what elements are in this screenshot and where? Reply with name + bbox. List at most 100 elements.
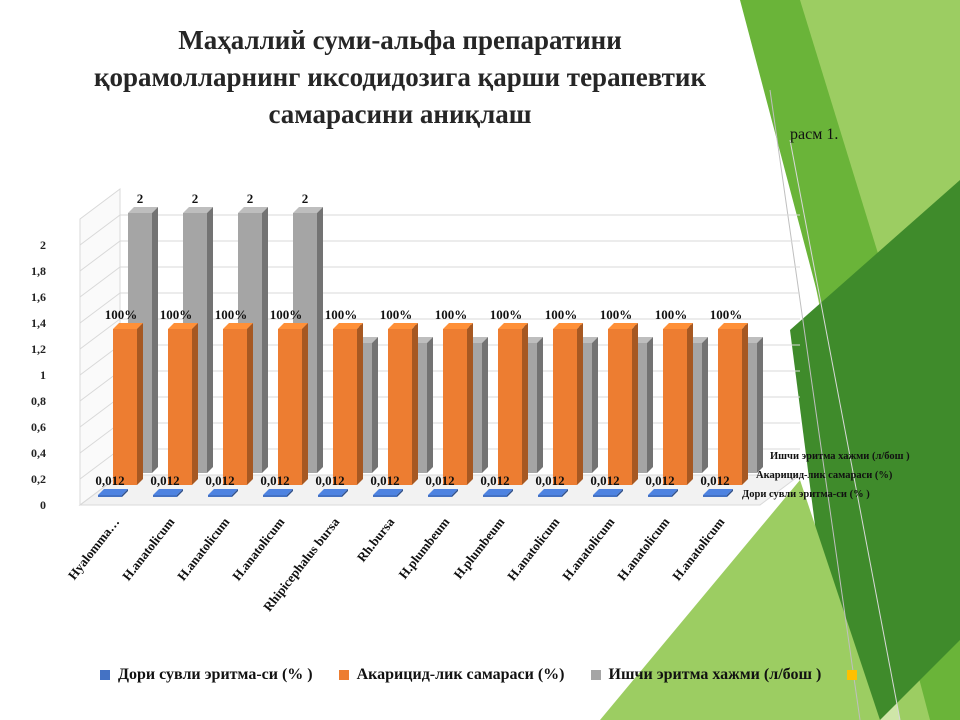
bar-side bbox=[372, 337, 378, 473]
data-label: 0,012 bbox=[645, 473, 674, 488]
gridline bbox=[79, 214, 800, 246]
data-label: 0,012 bbox=[590, 473, 619, 488]
data-label: 100% bbox=[435, 307, 468, 322]
x-category-label: H.anatolicum bbox=[559, 514, 617, 583]
bar bbox=[498, 329, 522, 485]
bar-side bbox=[262, 207, 268, 473]
y-tick-label: 1,8 bbox=[31, 264, 46, 278]
y-tick-label: 1,6 bbox=[31, 290, 46, 304]
x-category-label: H.anatolicum bbox=[614, 514, 672, 583]
bar-top bbox=[183, 207, 213, 213]
gridline bbox=[79, 266, 800, 298]
y-tick-label: 1,2 bbox=[31, 342, 46, 356]
bar-top bbox=[373, 489, 403, 495]
bar-top bbox=[718, 323, 748, 329]
bar-top bbox=[168, 323, 198, 329]
bar-side bbox=[137, 323, 143, 485]
y-tick-label: 0 bbox=[40, 498, 46, 512]
bar-top bbox=[553, 323, 583, 329]
bar-side bbox=[647, 337, 653, 473]
data-label: 100% bbox=[270, 307, 303, 322]
bar bbox=[483, 495, 507, 497]
bar bbox=[593, 495, 617, 497]
data-label: 100% bbox=[600, 307, 633, 322]
bar-side bbox=[247, 323, 253, 485]
bar bbox=[718, 329, 742, 485]
bar bbox=[373, 495, 397, 497]
legend-label-acaricidal-effect: Акарицид-лик самараси (%) bbox=[356, 666, 565, 683]
bar-top bbox=[238, 207, 268, 213]
x-category-label: H.plumbeum bbox=[395, 514, 452, 581]
y-tick-label: 0,8 bbox=[31, 394, 46, 408]
bar-side bbox=[207, 207, 213, 473]
bar-top bbox=[98, 489, 128, 495]
depth-axis-label: Акарицид-лик самараси (%) bbox=[756, 470, 893, 481]
bar-top bbox=[318, 489, 348, 495]
bar bbox=[168, 329, 192, 485]
bar bbox=[663, 329, 687, 485]
data-label: 100% bbox=[710, 307, 743, 322]
bar-side bbox=[467, 323, 473, 485]
bar-side bbox=[427, 337, 433, 473]
data-label: 0,012 bbox=[150, 473, 179, 488]
data-label: 0,012 bbox=[95, 473, 124, 488]
deco-line bbox=[769, 89, 861, 720]
data-label: 100% bbox=[105, 307, 138, 322]
bar-side bbox=[562, 489, 568, 497]
bar-top bbox=[278, 323, 308, 329]
y-tick-label: 2 bbox=[40, 238, 46, 252]
x-category-label: H.anatolicum bbox=[669, 514, 727, 583]
legend-swatch-working-volume bbox=[590, 670, 601, 680]
bar-side bbox=[727, 489, 733, 497]
bar bbox=[208, 495, 232, 497]
data-label: 100% bbox=[215, 307, 248, 322]
bar-top bbox=[223, 323, 253, 329]
bar-top bbox=[648, 489, 678, 495]
gridline bbox=[79, 240, 800, 272]
bar-side bbox=[507, 489, 513, 497]
bar-top bbox=[593, 489, 623, 495]
bar bbox=[703, 495, 727, 497]
bar-top bbox=[703, 489, 733, 495]
bar-top bbox=[483, 489, 513, 495]
bar-top bbox=[443, 323, 473, 329]
data-label: 0,012 bbox=[425, 473, 454, 488]
bar-side bbox=[537, 337, 543, 473]
data-label: 100% bbox=[490, 307, 523, 322]
title-line-2: қорамолларнинг иксодидозига қарши терапе… bbox=[93, 62, 707, 92]
y-tick-label: 0,6 bbox=[31, 420, 46, 434]
data-label: 2 bbox=[137, 191, 144, 206]
deco-line-2 bbox=[789, 139, 901, 720]
bar bbox=[333, 329, 357, 485]
bar bbox=[428, 495, 452, 497]
legend-item-acaricidal-effect: Акарицид-лик самараси (%) bbox=[338, 666, 565, 684]
bar-side bbox=[232, 489, 238, 497]
bar-side bbox=[357, 323, 363, 485]
slide-title: Маҳаллий суми-альфа препаратини қорамолл… bbox=[40, 22, 760, 133]
chart-legend: Дори сувли эритма-си (% ) Акарицид-лик с… bbox=[100, 666, 858, 684]
x-category-label: Rh.bursa bbox=[354, 514, 398, 564]
bar-side bbox=[397, 489, 403, 497]
data-label: 100% bbox=[655, 307, 688, 322]
depth-axis-label: Ишчи эритма хажми (л/бош ) bbox=[770, 451, 910, 462]
data-label: 100% bbox=[380, 307, 413, 322]
bar bbox=[98, 495, 122, 497]
data-label: 0,012 bbox=[700, 473, 729, 488]
bar-side bbox=[672, 489, 678, 497]
bar-side bbox=[617, 489, 623, 497]
bar-side bbox=[192, 323, 198, 485]
x-category-label: H.anatolicum bbox=[504, 514, 562, 583]
legend-swatch-drug-solution bbox=[100, 670, 110, 680]
bar bbox=[648, 495, 672, 497]
bar-top bbox=[333, 323, 363, 329]
legend-swatch-extra bbox=[847, 670, 858, 680]
bar-side bbox=[317, 207, 323, 473]
legend-label-drug-solution: Дори сувли эритма-си (% ) bbox=[118, 666, 313, 683]
bar-top bbox=[538, 489, 568, 495]
bar bbox=[318, 495, 342, 497]
x-category-label: Hyalomma… bbox=[65, 515, 123, 583]
bar-side bbox=[302, 323, 308, 485]
bar-side bbox=[687, 323, 693, 485]
deco-shape-bottom bbox=[600, 480, 880, 720]
